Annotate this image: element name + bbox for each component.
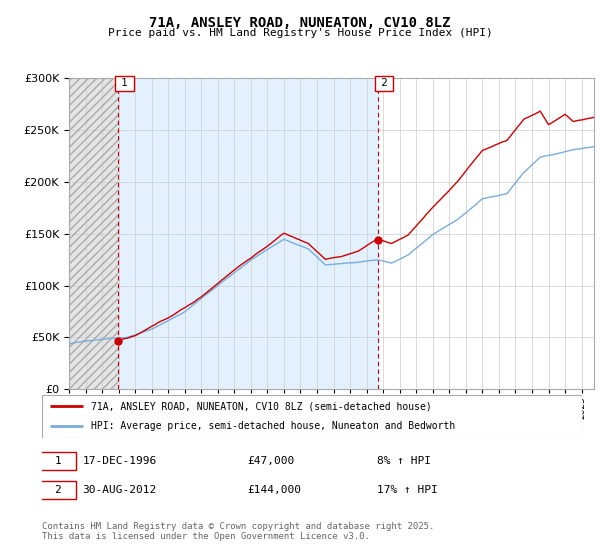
Text: £144,000: £144,000 [247,486,301,496]
Text: 2: 2 [377,78,391,88]
Text: 17% ↑ HPI: 17% ↑ HPI [377,486,437,496]
Text: 30-AUG-2012: 30-AUG-2012 [83,486,157,496]
Text: 1: 1 [54,456,61,466]
Bar [69,78,118,389]
Text: Price paid vs. HM Land Registry's House Price Index (HPI): Price paid vs. HM Land Registry's House … [107,28,493,38]
Bar [118,78,377,389]
FancyBboxPatch shape [40,481,76,500]
Text: 71A, ANSLEY ROAD, NUNEATON, CV10 8LZ: 71A, ANSLEY ROAD, NUNEATON, CV10 8LZ [149,16,451,30]
Text: 17-DEC-1996: 17-DEC-1996 [83,456,157,466]
Text: 2: 2 [54,486,61,496]
Bar [69,78,118,389]
Text: 71A, ANSLEY ROAD, NUNEATON, CV10 8LZ (semi-detached house): 71A, ANSLEY ROAD, NUNEATON, CV10 8LZ (se… [91,402,431,412]
Text: £47,000: £47,000 [247,456,295,466]
Text: Contains HM Land Registry data © Crown copyright and database right 2025.
This d: Contains HM Land Registry data © Crown c… [42,522,434,542]
Text: 1: 1 [118,78,131,88]
Text: 8% ↑ HPI: 8% ↑ HPI [377,456,431,466]
Text: HPI: Average price, semi-detached house, Nuneaton and Bedworth: HPI: Average price, semi-detached house,… [91,421,455,431]
FancyBboxPatch shape [40,452,76,470]
